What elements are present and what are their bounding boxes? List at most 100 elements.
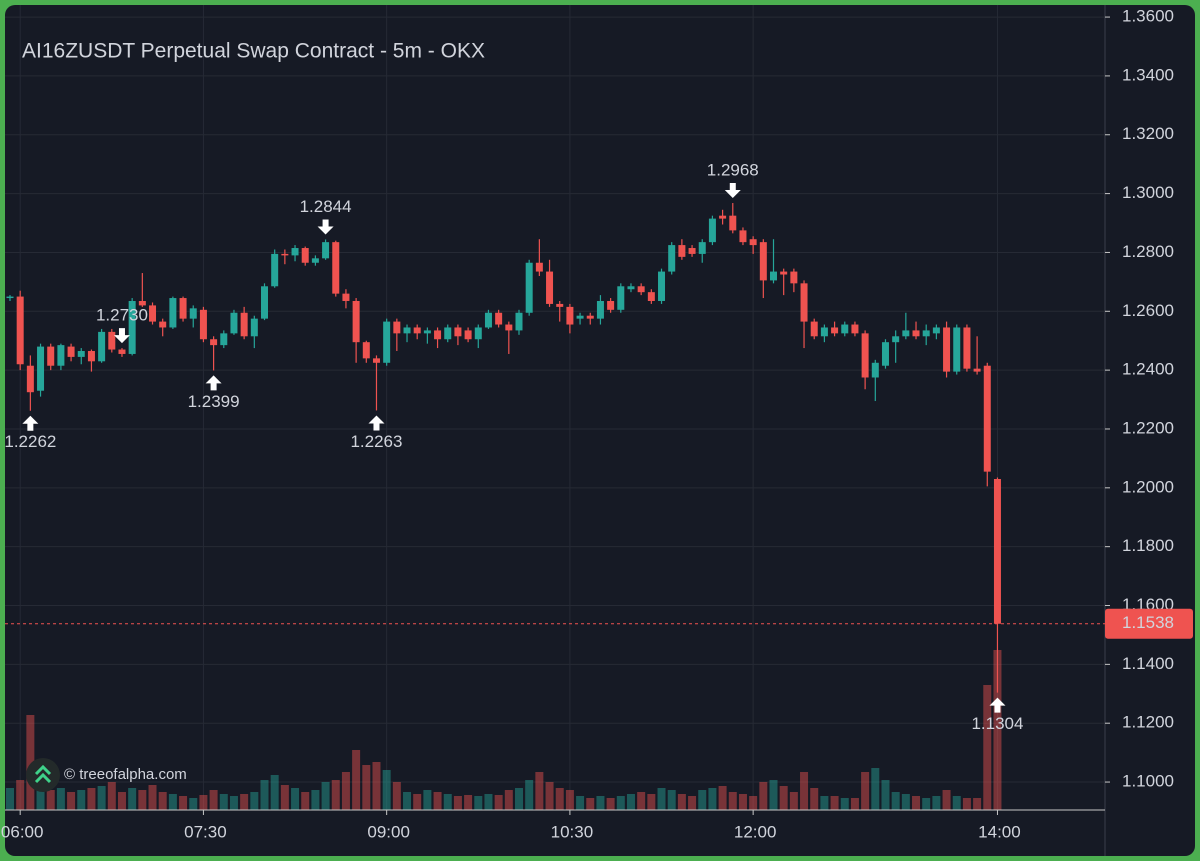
candle-body: [668, 245, 676, 272]
candle-body: [47, 346, 55, 366]
volume-bar: [453, 796, 462, 810]
x-tick-label: 09:00: [367, 822, 410, 841]
candle-body: [861, 333, 869, 378]
volume-bar: [352, 750, 361, 810]
y-tick-label: 1.3200: [1122, 124, 1174, 143]
x-tick-label: 12:00: [734, 822, 777, 841]
axis-layer: 1.10001.12001.14001.16001.18001.20001.22…: [1, 7, 1193, 841]
candle-body: [87, 351, 95, 362]
candle-body: [535, 262, 543, 272]
candle-body: [6, 296, 14, 299]
volume-bar: [107, 782, 116, 810]
candle-body: [484, 312, 492, 328]
candle-body: [698, 242, 706, 254]
candle-body: [851, 324, 859, 334]
volume-bar: [901, 794, 910, 810]
volume-bar: [16, 780, 25, 810]
volume-bar: [362, 765, 371, 810]
volume-bar: [983, 685, 992, 810]
candle-body: [179, 298, 187, 319]
y-tick-label: 1.1400: [1122, 654, 1174, 673]
volume-bar: [973, 798, 982, 810]
candle-body: [77, 351, 85, 357]
volume-bar: [168, 794, 177, 810]
candle-body: [159, 321, 167, 328]
volume-bar: [637, 792, 646, 810]
volume-bar: [128, 788, 137, 810]
volume-bar: [789, 792, 798, 810]
candle-body: [881, 342, 889, 366]
volume-bar: [433, 792, 442, 810]
candle-body: [973, 368, 981, 372]
candle-body: [311, 258, 319, 263]
volume-bar: [576, 796, 585, 810]
candle-body: [261, 286, 268, 319]
volume-bar: [229, 796, 238, 810]
candle-body: [983, 365, 991, 472]
volume-bar: [148, 785, 157, 810]
volume-bar: [240, 794, 249, 810]
candle-body: [454, 327, 462, 337]
volume-bar: [555, 788, 564, 810]
volume-bar: [280, 785, 289, 810]
annotation-label: 1.2399: [188, 392, 240, 411]
x-tick-label: 06:00: [1, 822, 44, 841]
volume-bar: [260, 780, 269, 810]
candle-body: [434, 330, 442, 340]
volume-bar: [158, 792, 167, 810]
volume-bar: [606, 798, 615, 810]
volume-bar: [962, 798, 971, 810]
arrow-down: [113, 328, 130, 344]
volume-bar: [26, 715, 35, 810]
y-tick-label: 1.3400: [1122, 65, 1174, 84]
volume-bar: [464, 795, 473, 810]
volume-bar: [179, 796, 188, 810]
candle-body: [16, 296, 24, 365]
candle-body: [189, 308, 197, 319]
volume-bar: [688, 796, 697, 810]
volume-bar: [56, 788, 65, 810]
volume-bar: [586, 798, 595, 810]
candle-body: [98, 331, 106, 362]
volume-bar: [749, 796, 758, 810]
volume-bar: [779, 786, 788, 810]
volume-bar: [840, 798, 849, 810]
candle-body: [413, 327, 421, 334]
arrow-up: [989, 697, 1006, 713]
candle-body: [515, 312, 523, 331]
annotation-layer: 1.2262 1.2730 1.2399 1.2844 1.2263 1.2968 1.13…: [4, 160, 1023, 733]
candle-body: [301, 248, 309, 263]
volume-bar: [87, 788, 96, 810]
candle-body: [810, 321, 818, 337]
volume-bar: [891, 792, 900, 810]
candle-body: [566, 306, 574, 325]
volume-bar: [820, 796, 829, 810]
volume-bar: [423, 790, 432, 810]
candle-body: [912, 330, 920, 337]
candle-body: [525, 262, 533, 313]
volume-bar: [331, 780, 340, 810]
candle-body: [556, 303, 564, 307]
candle-body: [729, 215, 737, 231]
candle-body: [322, 242, 330, 259]
volume-bar: [800, 772, 809, 810]
candle-body: [871, 362, 879, 378]
volume-bar: [46, 790, 55, 810]
volume-bar: [209, 790, 218, 810]
volume-bar: [382, 770, 391, 810]
candle-body: [342, 293, 350, 301]
annotation-label: 1.2262: [4, 432, 56, 451]
candle-body: [495, 312, 503, 325]
annotation-label: 1.2730: [96, 306, 148, 325]
volume-bar: [67, 792, 76, 810]
candle-body: [383, 321, 391, 363]
candle-body: [332, 242, 340, 294]
candle-body: [637, 286, 645, 293]
volume-bar: [850, 798, 859, 810]
candle-body: [505, 324, 513, 331]
x-tick-label: 14:00: [978, 822, 1021, 841]
volume-bar: [545, 782, 554, 810]
candle-body: [250, 318, 258, 337]
candle-body: [596, 300, 604, 319]
